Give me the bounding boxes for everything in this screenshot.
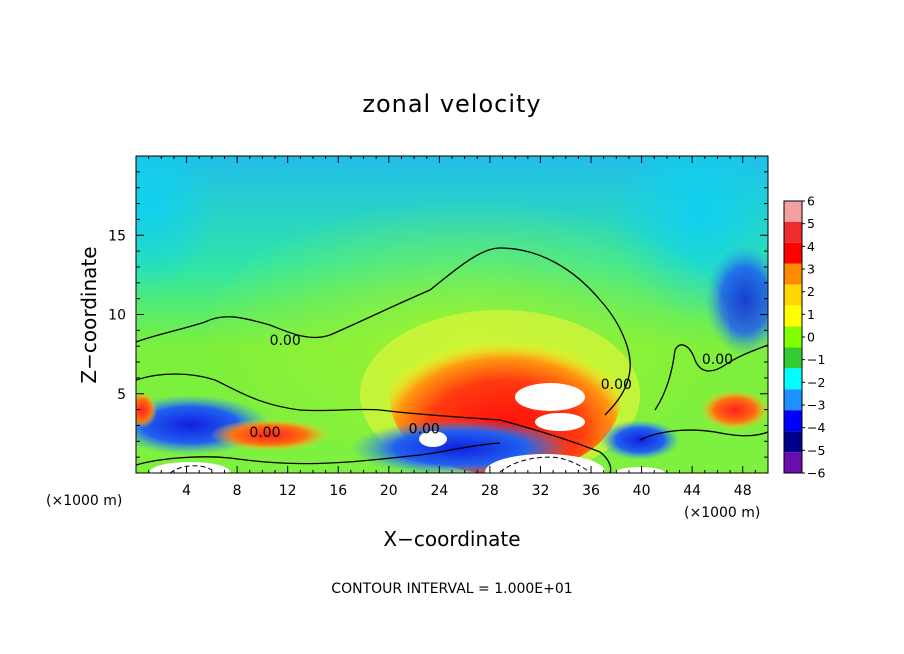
x-tick-label: 32 bbox=[532, 483, 550, 499]
contour-zero-right-low bbox=[639, 429, 768, 441]
y-axis-ticks: 5 10 15 bbox=[108, 171, 768, 458]
colorbar: 6 5 4 3 2 1 0 −1 −2 −3 −4 −5 −6 bbox=[783, 194, 825, 481]
x-tick-label: 16 bbox=[329, 483, 347, 499]
x-tick-label: 4 bbox=[182, 483, 191, 499]
y-tick-label: 15 bbox=[108, 228, 126, 244]
field-red-right bbox=[700, 390, 768, 430]
contour-dashed-bottom bbox=[499, 456, 591, 473]
contour-label: 0.00 bbox=[409, 422, 440, 438]
field-white-jet-upper bbox=[515, 383, 585, 411]
contour-zero-upper bbox=[136, 247, 631, 416]
chart-title: zonal velocity bbox=[362, 90, 541, 118]
colorbar-swatch bbox=[784, 201, 802, 222]
contour-interval-note: CONTOUR INTERVAL = 1.000E+01 bbox=[331, 581, 572, 597]
colorbar-label: −2 bbox=[807, 375, 825, 390]
y-tick-label: 10 bbox=[108, 308, 126, 324]
contour-labels: 0.00 0.00 0.00 0.00 0.00 bbox=[249, 333, 733, 441]
x-unit-right: (×1000 m) bbox=[684, 505, 760, 521]
plot-area bbox=[136, 156, 768, 473]
contour-label: 0.00 bbox=[270, 333, 301, 349]
colorbar-swatch bbox=[784, 221, 802, 243]
x-tick-label: 24 bbox=[430, 483, 448, 499]
contour-label: 0.00 bbox=[601, 377, 632, 393]
x-unit-left: (×1000 m) bbox=[46, 493, 122, 509]
field-red-low-left bbox=[210, 419, 330, 451]
contour-zero-middle bbox=[136, 373, 612, 473]
colorbar-swatch bbox=[784, 452, 802, 473]
colorbar-swatch bbox=[784, 431, 802, 453]
colorbar-swatch bbox=[784, 305, 802, 327]
colorbar-label: −1 bbox=[807, 352, 825, 367]
colorbar-label: 1 bbox=[807, 307, 815, 322]
field-white-jet-lower bbox=[535, 413, 585, 431]
colorbar-swatch bbox=[784, 263, 802, 285]
colorbar-label: −4 bbox=[807, 420, 825, 435]
x-axis-title: X−coordinate bbox=[383, 527, 520, 551]
field-red-far-left bbox=[136, 392, 157, 428]
colorbar-swatch bbox=[784, 410, 802, 432]
x-tick-label: 36 bbox=[582, 483, 600, 499]
contour-zero-right bbox=[654, 344, 768, 411]
y-tick-label: 5 bbox=[117, 387, 126, 403]
colorbar-label: −6 bbox=[807, 466, 825, 481]
field-white-bottom-right bbox=[615, 467, 665, 473]
colorbar-label: 3 bbox=[807, 262, 815, 277]
y-axis-title: Z−coordinate bbox=[77, 246, 101, 383]
x-tick-label: 12 bbox=[279, 483, 297, 499]
colorbar-label: 2 bbox=[807, 284, 815, 299]
colorbar-swatch bbox=[784, 326, 802, 348]
field-cyan-upper-left bbox=[136, 156, 220, 290]
field-white-bottom-center bbox=[485, 454, 605, 473]
x-tick-label: 48 bbox=[734, 483, 752, 499]
colorbar-label: 4 bbox=[807, 239, 815, 254]
colorbar-label: 5 bbox=[807, 216, 815, 231]
contour-zero-lower bbox=[136, 442, 501, 466]
contour-label: 0.00 bbox=[249, 425, 280, 441]
contour-label: 0.00 bbox=[702, 352, 733, 368]
contour-dashed-bottom-left bbox=[169, 465, 213, 473]
field-white-blue-core bbox=[419, 431, 447, 447]
colorbar-swatch bbox=[784, 284, 802, 306]
colorbar-swatch bbox=[784, 368, 802, 390]
colorbar-label: 6 bbox=[807, 194, 815, 209]
x-tick-label: 8 bbox=[233, 483, 242, 499]
x-tick-label: 28 bbox=[481, 483, 499, 499]
colorbar-swatch bbox=[784, 389, 802, 411]
colorbar-label: 0 bbox=[807, 330, 815, 345]
colorbar-label: −3 bbox=[807, 398, 825, 413]
colorbar-label: −5 bbox=[807, 443, 825, 458]
field-white-bottom-left bbox=[150, 462, 230, 473]
x-axis-ticks: 4 8 12 16 20 24 28 32 36 40 44 48 bbox=[148, 156, 756, 499]
x-tick-label: 20 bbox=[380, 483, 398, 499]
colorbar-swatch bbox=[784, 347, 802, 369]
x-tick-label: 40 bbox=[633, 483, 651, 499]
colorbar-swatch bbox=[784, 242, 802, 264]
x-tick-label: 44 bbox=[683, 483, 701, 499]
